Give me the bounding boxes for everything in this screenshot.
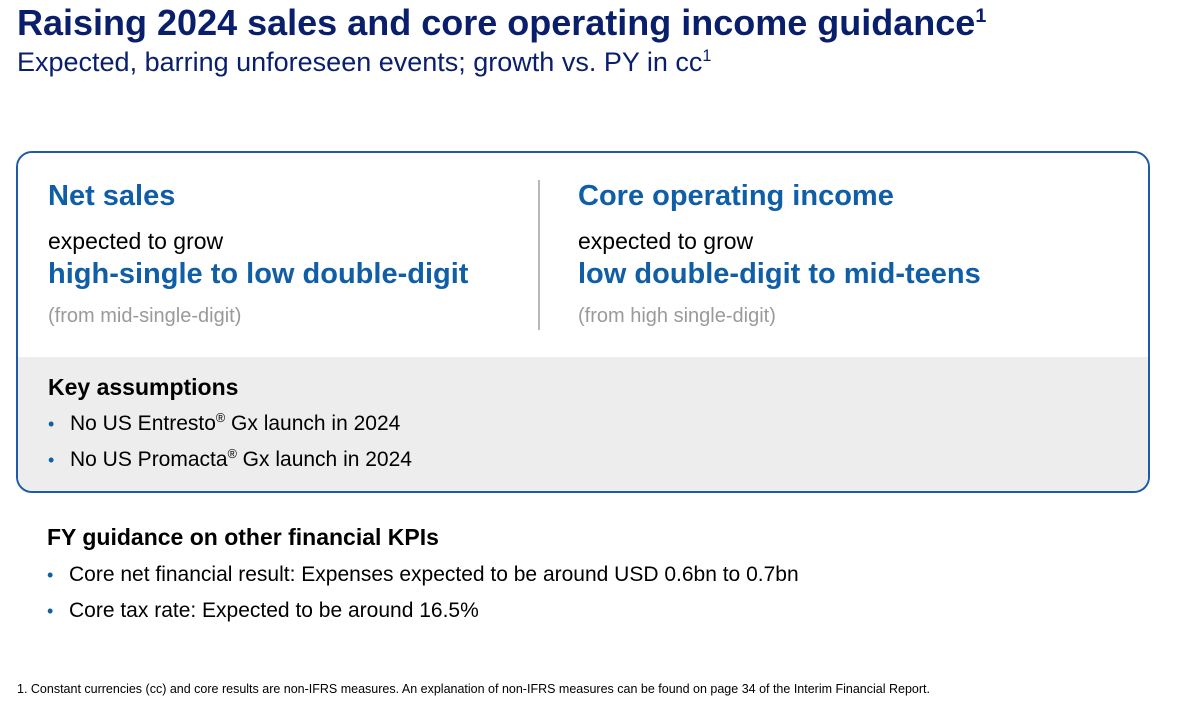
page-subtitle: Expected, barring unforeseen events; gro…: [17, 46, 711, 78]
list-item: • Core net financial result: Expenses ex…: [47, 562, 799, 588]
core-operating-income-heading: Core operating income: [578, 180, 894, 212]
bullet-icon: •: [47, 565, 54, 585]
key-assumptions-heading: Key assumptions: [48, 374, 239, 400]
page-title-text: Raising 2024 sales and core operating in…: [17, 2, 976, 43]
footnote: 1. Constant currencies (cc) and core res…: [17, 682, 930, 696]
guidance-panel: Net sales expected to grow high-single t…: [18, 153, 1148, 357]
bullet-icon: •: [47, 601, 54, 621]
list-item: • No US Entresto® Gx launch in 2024: [48, 411, 412, 437]
core-operating-income-guidance-value: low double-digit to mid-teens: [578, 258, 981, 290]
core-operating-income-lead: expected to grow: [578, 228, 754, 254]
guidance-box: Net sales expected to grow high-single t…: [16, 151, 1150, 493]
net-sales-guidance-value: high-single to low double-digit: [48, 258, 469, 290]
registered-mark: ®: [227, 447, 237, 461]
subtitle-footnote-ref: 1: [702, 47, 712, 65]
assumption-text: No US Promacta: [70, 448, 228, 471]
list-item: • No US Promacta® Gx launch in 2024: [48, 447, 412, 473]
net-sales-prior-guidance: (from mid-single-digit): [48, 305, 242, 327]
net-sales-lead: expected to grow: [48, 228, 224, 254]
page-title: Raising 2024 sales and core operating in…: [17, 2, 986, 44]
fy-guidance-heading: FY guidance on other financial KPIs: [47, 524, 439, 550]
assumption-text-suffix: Gx launch in 2024: [225, 412, 401, 435]
kpi-text: Core net financial result: Expenses expe…: [69, 563, 799, 586]
core-operating-income-prior-guidance: (from high single-digit): [578, 305, 776, 327]
kpi-text: Core tax rate: Expected to be around 16.…: [69, 599, 479, 622]
bullet-icon: •: [48, 414, 55, 434]
bullet-icon: •: [48, 450, 55, 470]
assumption-text: No US Entresto: [70, 412, 216, 435]
list-item: • Core tax rate: Expected to be around 1…: [47, 598, 799, 624]
key-assumptions-panel: [18, 357, 1148, 491]
fy-guidance-list: • Core net financial result: Expenses ex…: [47, 562, 799, 634]
page-subtitle-text: Expected, barring unforeseen events; gro…: [17, 47, 703, 77]
net-sales-heading: Net sales: [48, 180, 176, 212]
registered-mark: ®: [215, 411, 226, 425]
column-divider: [538, 180, 540, 330]
assumption-text-suffix: Gx launch in 2024: [236, 448, 412, 471]
title-footnote-ref: 1: [975, 5, 987, 27]
key-assumptions-list: • No US Entresto® Gx launch in 2024 • No…: [48, 411, 412, 483]
